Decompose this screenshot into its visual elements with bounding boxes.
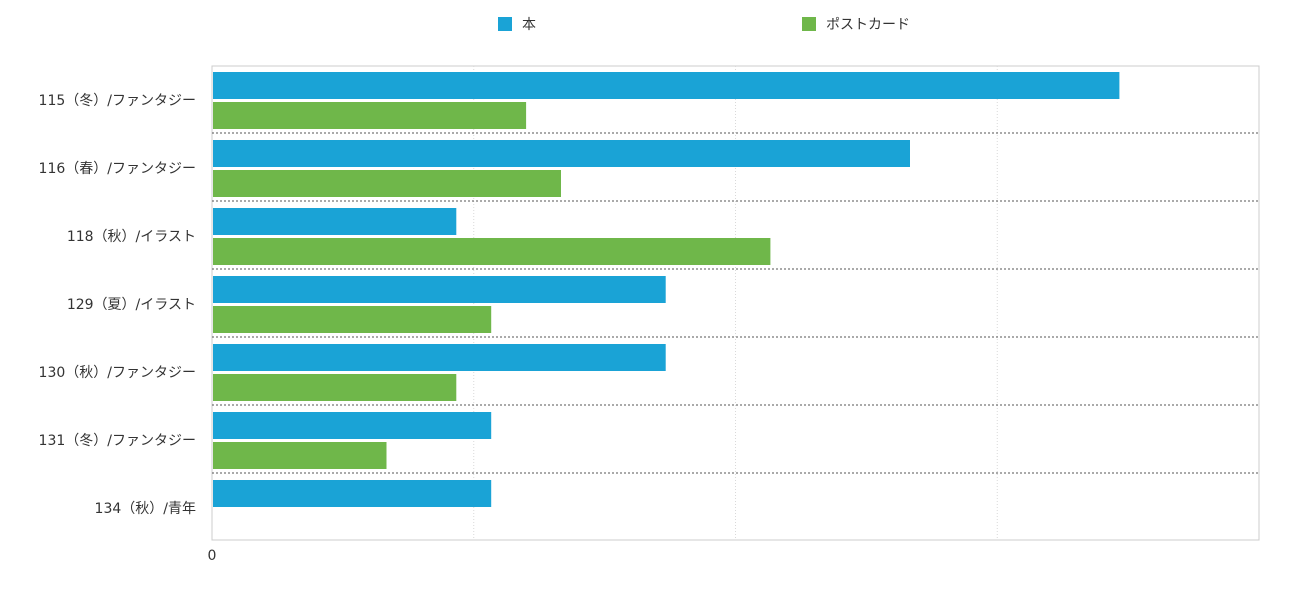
bar-series-1-category-5 — [213, 344, 666, 371]
x-tick-label-1: 0 — [208, 548, 217, 564]
y-tick-label-1: 115（冬）/ファンタジー — [39, 93, 196, 109]
legend-label-series-1: 本 — [522, 17, 536, 33]
y-tick-label-2: 116（春）/ファンタジー — [39, 161, 196, 177]
bar-series-1-category-4 — [213, 276, 666, 303]
y-tick-label-5: 130（秋）/ファンタジー — [39, 365, 196, 381]
bar-series-2-category-1 — [213, 102, 527, 129]
legend-item-series-1[interactable]: 本 — [498, 14, 536, 34]
legend-label-series-2: ポストカード — [826, 17, 910, 33]
bar-series-1-category-3 — [213, 208, 457, 235]
bar-series-2-category-5 — [213, 374, 457, 401]
bar-series-1-category-6 — [213, 412, 492, 439]
bar-series-1-category-7 — [213, 480, 492, 507]
y-tick-label-6: 131（冬）/ファンタジー — [39, 433, 196, 449]
y-tick-label-7: 134（秋）/青年 — [95, 501, 196, 517]
legend-swatch-series-2 — [802, 17, 816, 31]
bar-series-2-category-3 — [213, 238, 771, 265]
bar-series-2-category-2 — [213, 170, 561, 197]
y-tick-label-4: 129（夏）/イラスト — [67, 297, 196, 313]
y-tick-label-3: 118（秋）/イラスト — [67, 229, 196, 245]
chart-legend: 本 ポストカード — [0, 10, 1300, 36]
bar-series-2-category-4 — [213, 306, 492, 333]
legend-swatch-series-1 — [498, 17, 512, 31]
bar-series-1-category-1 — [213, 72, 1120, 99]
bar-series-1-category-2 — [213, 140, 910, 167]
bar-series-2-category-6 — [213, 442, 387, 469]
legend-item-series-2[interactable]: ポストカード — [802, 14, 910, 34]
